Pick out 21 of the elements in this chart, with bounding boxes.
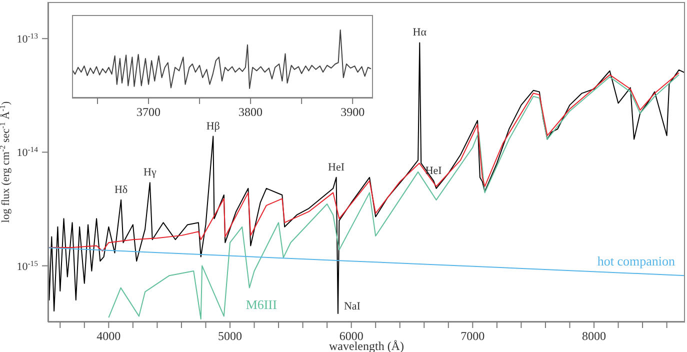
line-series bbox=[48, 72, 680, 252]
x-tick-label: 3800 bbox=[238, 105, 263, 119]
x-tick-label: 3700 bbox=[136, 105, 161, 119]
x-tick-label: 4000 bbox=[96, 329, 121, 343]
x-tick-label: 6000 bbox=[339, 329, 364, 343]
series-label: M6III bbox=[246, 297, 277, 312]
annotation: NaI bbox=[344, 300, 361, 313]
line-series bbox=[108, 74, 680, 320]
annotation: Hα bbox=[412, 26, 427, 39]
series-label: hot companion bbox=[597, 254, 676, 269]
annotation: Hβ bbox=[206, 120, 220, 132]
y-tick-label: 10$^{-14}$ bbox=[16, 144, 38, 160]
y-tick-label: 10$^{-13}$ bbox=[16, 31, 38, 46]
annotation: Hδ bbox=[114, 184, 128, 196]
x-tick-label: 8000 bbox=[582, 329, 606, 343]
x-tick-label: 5000 bbox=[218, 329, 242, 343]
x-tick-label: 3900 bbox=[340, 105, 365, 119]
y-tick-label: 10$^{-15}$ bbox=[16, 258, 38, 273]
annotation: Hγ bbox=[144, 166, 156, 179]
annotation: HeI bbox=[328, 161, 345, 174]
x-tick-label: 7000 bbox=[460, 329, 485, 343]
